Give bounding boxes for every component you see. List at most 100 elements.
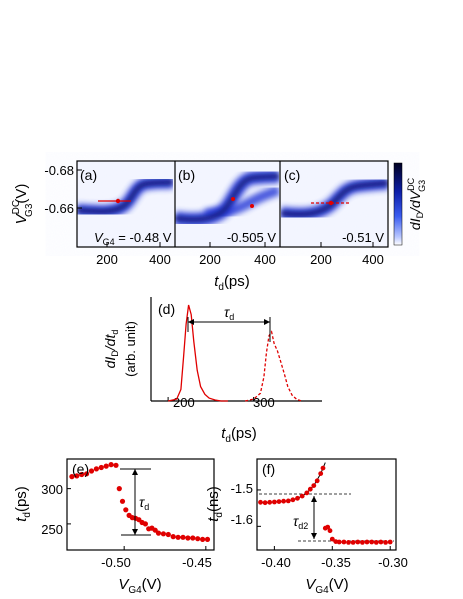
d-arrowhead-left: [188, 319, 194, 325]
f-point: [295, 495, 300, 501]
d-series-line-2: [244, 330, 302, 402]
f-xtick-3: -0.30: [378, 555, 408, 570]
marker-a-dot: [115, 198, 121, 204]
f-point: [378, 539, 384, 545]
top-b-xtick-2: 400: [254, 252, 276, 267]
f-point: [346, 540, 351, 545]
e-point: [175, 534, 181, 540]
f-point: [314, 478, 320, 484]
e-arrowhead-down: [132, 529, 138, 535]
map-a-band: [77, 175, 173, 218]
f-tau-label: τd2: [293, 513, 308, 531]
e-xtick-2: -0.45: [182, 555, 212, 570]
e-point: [155, 530, 162, 536]
e-point: [113, 462, 119, 468]
e-point: [84, 471, 90, 477]
d-ticks: [167, 397, 255, 401]
panel-b-tag: (b): [178, 167, 195, 183]
top-row: -0.68 -0.66 200 400 200 400 200 400 (a) …: [11, 160, 427, 293]
e-point: [204, 536, 211, 543]
e-frame: [66, 458, 215, 551]
f-point: [364, 539, 370, 545]
d-series-line-1: [167, 304, 228, 402]
f-point: [272, 499, 277, 505]
panel-c-note: -0.51 V: [342, 230, 384, 245]
e-point: [200, 536, 206, 543]
top-a-xtick-1: 200: [96, 252, 118, 267]
e-point: [142, 521, 148, 527]
e-point: [79, 471, 85, 478]
e-tau-label: τd: [139, 494, 149, 512]
panel-d: 200 300 (d) τd dID/dtd (arb. unit) td(ps…: [102, 297, 322, 445]
top-ytick-1: -0.68: [44, 163, 74, 178]
f-point: [262, 500, 268, 506]
f-ytick-2: -1.6: [231, 512, 253, 527]
f-points: [258, 465, 393, 545]
e-xtick-1: -0.50: [101, 555, 131, 570]
e-ytick-1: 300: [41, 482, 63, 497]
f-xlabel: VG4(V): [305, 576, 348, 596]
d-arrowhead-right: [264, 319, 270, 325]
e-point: [190, 535, 196, 541]
d-tau-label: τd: [224, 304, 234, 322]
colorbar: [393, 162, 403, 246]
f-point: [281, 498, 286, 504]
f-point: [369, 539, 375, 545]
panel-c-tag: (c): [284, 167, 300, 183]
f-point: [299, 493, 305, 499]
f-xtick-2: -0.35: [321, 555, 351, 570]
f-point: [329, 536, 335, 542]
f-arrowhead-down: [311, 533, 317, 539]
f-xtick-1: -0.40: [261, 555, 291, 570]
f-point: [311, 483, 317, 488]
panel-e: (e) 300 250 -0.50 -0.45 τd td(ps) VG4(V): [13, 458, 215, 596]
d-xtick-1: 200: [173, 395, 195, 410]
marker-b-dot-1: [231, 197, 235, 201]
marker-b-dot-2: [250, 204, 254, 208]
e-point: [195, 536, 201, 542]
e-point: [170, 534, 176, 540]
top-c-xtick-1: 200: [310, 252, 332, 267]
panel-f-tag: (f): [262, 461, 275, 477]
e-point: [108, 462, 114, 468]
d-xlabel: td(ps): [221, 425, 257, 445]
e-point: [180, 534, 186, 540]
e-point: [98, 464, 104, 471]
f-point: [350, 540, 356, 545]
f-point: [360, 540, 365, 545]
f-point: [383, 540, 388, 545]
panel-f: (f) -1.5 -1.6 -0.40 -0.35 -0.30 τd2 td(n…: [205, 458, 408, 596]
e-point: [93, 466, 99, 472]
top-b-xtick-1: 200: [199, 252, 221, 267]
panel-a-note: VG4 = -0.48 V: [94, 230, 172, 247]
f-point: [325, 524, 331, 530]
f-point: [373, 540, 379, 545]
e-point: [103, 463, 109, 469]
d-series: [167, 304, 302, 402]
top-c-xtick-2: 400: [362, 252, 384, 267]
f-point: [355, 539, 361, 545]
f-point: [336, 539, 342, 545]
e-point: [123, 507, 129, 513]
marker-c-dot: [328, 200, 334, 206]
top-frame: [76, 160, 389, 248]
f-point: [276, 499, 282, 504]
d-ylabel-1: dID/dtd: [102, 330, 120, 369]
colorbar-label: dID/dVDCG3: [406, 177, 427, 230]
f-point: [267, 499, 273, 505]
panel-d-tag: (d): [158, 301, 175, 317]
f-ytick-1: -1.5: [231, 481, 253, 496]
f-point: [307, 486, 313, 492]
f-point: [290, 497, 296, 503]
f-point: [387, 539, 393, 545]
e-xlabel: VG4(V): [118, 576, 161, 596]
e-ylabel: td(ps): [13, 486, 33, 522]
f-point: [327, 528, 333, 534]
panel-a-tag: (a): [80, 167, 97, 183]
e-arrowhead-up: [132, 469, 138, 475]
top-a-xtick-2: 400: [149, 252, 171, 267]
e-point: [74, 473, 80, 479]
e-point: [119, 498, 126, 504]
f-arrowhead-up: [311, 496, 317, 502]
